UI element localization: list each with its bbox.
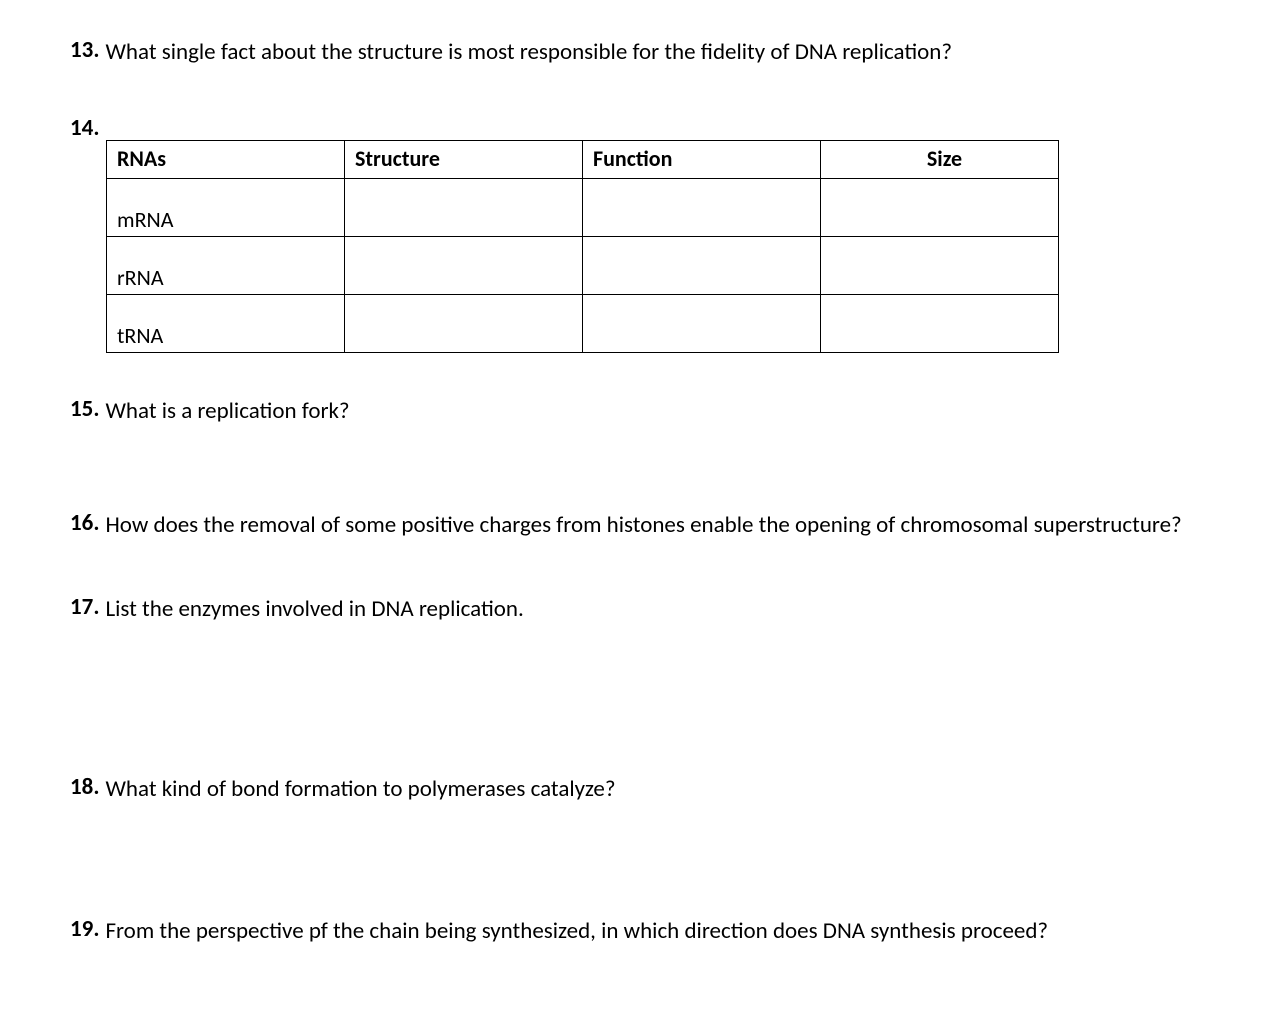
cell-structure (345, 237, 583, 295)
question-17: 17. List the enzymes involved in DNA rep… (70, 593, 1192, 625)
cell-size (821, 295, 1059, 353)
question-text: What single fact about the structure is … (105, 36, 952, 68)
cell-rna-label: rRNA (107, 237, 345, 295)
question-13: 13. What single fact about the structure… (70, 36, 1192, 68)
cell-function (583, 237, 821, 295)
cell-rna-label: mRNA (107, 179, 345, 237)
question-text: What kind of bond formation to polymeras… (105, 773, 615, 805)
question-number: 15. (70, 395, 99, 423)
question-14: 14. (70, 114, 1192, 142)
question-number: 19. (70, 915, 99, 943)
table-row: mRNA (107, 179, 1059, 237)
cell-rna-label: tRNA (107, 295, 345, 353)
question-number: 14. (70, 114, 99, 142)
header-structure: Structure (345, 141, 583, 179)
question-number: 18. (70, 773, 99, 801)
question-18: 18. What kind of bond formation to polym… (70, 773, 1192, 805)
header-size: Size (821, 141, 1059, 179)
rna-table: RNAs Structure Function Size mRNA rRNA t… (106, 140, 1059, 353)
question-number: 16. (70, 509, 99, 537)
question-text: From the perspective pf the chain being … (105, 915, 1048, 947)
header-rnas: RNAs (107, 141, 345, 179)
question-16: 16. How does the removal of some positiv… (70, 509, 1192, 541)
table-row: rRNA (107, 237, 1059, 295)
question-15: 15. What is a replication fork? (70, 395, 1192, 427)
cell-structure (345, 179, 583, 237)
cell-size (821, 237, 1059, 295)
question-number: 17. (70, 593, 99, 621)
cell-function (583, 295, 821, 353)
cell-structure (345, 295, 583, 353)
question-19: 19. From the perspective pf the chain be… (70, 915, 1192, 947)
question-number: 13. (70, 36, 99, 64)
cell-function (583, 179, 821, 237)
table-header-row: RNAs Structure Function Size (107, 141, 1059, 179)
header-function: Function (583, 141, 821, 179)
table-row: tRNA (107, 295, 1059, 353)
cell-size (821, 179, 1059, 237)
question-text: List the enzymes involved in DNA replica… (105, 593, 523, 625)
question-text: What is a replication fork? (105, 395, 349, 427)
question-text: How does the removal of some positive ch… (105, 509, 1181, 541)
